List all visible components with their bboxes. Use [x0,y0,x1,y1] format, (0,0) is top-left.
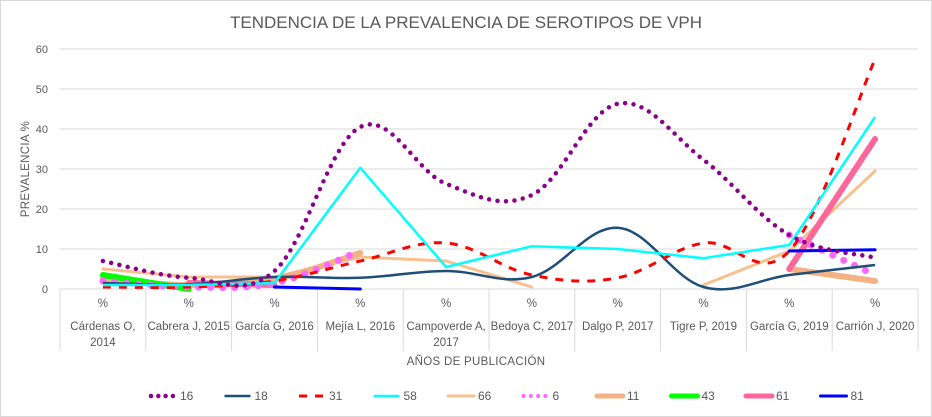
legend-label-43: 43 [702,389,716,403]
legend-label-11: 11 [627,389,640,403]
legend: 16 18 31 58 66 6 11 43 61 81 [148,389,865,403]
y-axis-title: PREVALENCIA % [20,121,32,217]
category-header: % [441,298,451,310]
series-81 [273,248,877,291]
category-header: % [698,298,708,310]
category-label: Cabrera J, 2015 [147,321,229,333]
legend-label-16: 16 [180,389,194,403]
legend-label-61: 61 [776,389,790,403]
y-tick-label: 20 [36,204,48,216]
series-line-61 [786,136,879,272]
y-tick-label: 50 [36,84,48,96]
category-header: % [184,298,194,310]
series-line-58 [102,116,877,287]
x-axis-title: AÑOS DE PUBLICACIÓN [407,355,546,368]
series-line-18 [102,226,876,291]
legend-item-81: 81 [819,389,865,403]
legend-item-11: 11 [594,389,640,403]
category-header: % [613,298,623,310]
y-tick-label: 60 [36,44,48,56]
series-18 [102,226,876,291]
series-line-16 [100,100,878,288]
category-label: Tigre P, 2019 [670,321,737,333]
legend-item-61: 61 [743,389,790,403]
y-axis-ticks: 0 10 20 30 40 50 60 [36,44,48,296]
legend-label-31: 31 [329,389,343,403]
category-label: Cárdenas O, [70,321,135,333]
category-label: Carrión J, 2020 [836,321,915,333]
legend-item-18: 18 [224,389,269,403]
category-header: % [269,298,279,310]
legend-item-31: 31 [299,389,343,403]
series-layer [99,58,879,292]
category-label: Campoverde A, [406,321,485,333]
category-header: % [870,298,880,310]
y-tick-label: 0 [42,284,48,296]
series-line-31 [102,58,877,289]
y-tick-label: 30 [36,164,48,176]
category-label: García G, 2019 [750,321,829,333]
category-label: 2017 [433,337,459,349]
series-58 [102,116,877,287]
category-label: Bedoya C, 2017 [491,321,573,333]
y-tick-label: 10 [36,244,48,256]
legend-label-66: 66 [478,389,492,403]
category-label: 2014 [90,337,116,349]
category-header: % [98,298,108,310]
legend-item-6: 6 [521,389,560,403]
legend-item-16: 16 [148,389,194,403]
category-header: % [784,298,794,310]
legend-label-6: 6 [553,389,560,403]
legend-item-58: 58 [373,389,418,403]
y-tick-label: 40 [36,124,48,136]
series-line-6 [785,231,879,279]
series-line-11 [786,266,879,284]
series-66 [101,169,877,289]
category-header: % [527,298,537,310]
category-label: García G, 2016 [235,321,314,333]
legend-label-81: 81 [851,389,865,403]
series-16 [100,100,878,288]
legend-item-43: 43 [669,389,716,403]
category-axis-table: % Cárdenas O, 2014% Cabrera J, 2015% García … [59,288,919,351]
gridlines [60,48,918,250]
chart-title: TENDENCIA DE LA PREVALENCIA DE SEROTIPOS… [230,13,702,32]
legend-label-18: 18 [255,389,269,403]
category-label: Mejía L, 2016 [325,321,395,333]
category-header: % [355,298,365,310]
legend-label-58: 58 [404,389,418,403]
category-label: Dalgo P, 2017 [582,321,653,333]
series-line-81 [787,248,877,253]
series-line-81 [273,285,362,291]
series-31 [102,58,877,289]
legend-item-66: 66 [446,389,492,403]
